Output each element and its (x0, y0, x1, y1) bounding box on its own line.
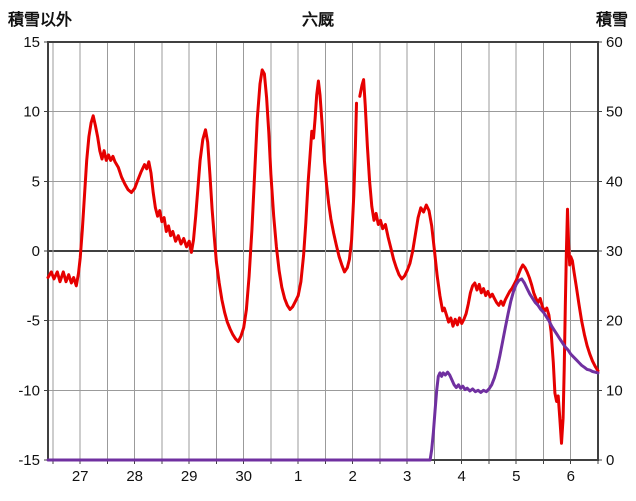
left-axis-tick-label: 15 (23, 34, 40, 51)
left-axis-title: 積雪以外 (8, 12, 73, 29)
x-axis-tick-label: 3 (403, 468, 411, 485)
x-axis-tick-label: 1 (294, 468, 302, 485)
x-axis-tick-label: 2 (349, 468, 357, 485)
x-axis-tick-label: 30 (235, 468, 252, 485)
x-axis-tick-label: 28 (126, 468, 143, 485)
x-axis-tick-label: 27 (72, 468, 89, 485)
x-axis-tick-label: 5 (512, 468, 520, 485)
right-axis-tick-label: 60 (606, 34, 623, 51)
right-axis-tick-label: 10 (606, 382, 623, 399)
right-axis-title: 積雪 (595, 12, 628, 29)
temperature-line (358, 78, 600, 445)
x-axis-tick-label: 29 (181, 468, 198, 485)
right-axis-tick-label: 50 (606, 104, 623, 121)
left-axis-tick-label: -15 (18, 452, 40, 469)
left-axis-tick-label: 5 (32, 173, 40, 190)
left-axis-tick-label: 10 (23, 104, 40, 121)
chart-title: 六厩 (301, 12, 334, 29)
x-axis-tick-label: 6 (567, 468, 575, 485)
right-axis-tick-label: 40 (606, 173, 623, 190)
snow-depth-line (46, 277, 600, 462)
left-axis-tick-label: -5 (27, 313, 40, 330)
left-axis-tick-label: -10 (18, 382, 40, 399)
right-axis-tick-label: 20 (606, 313, 623, 330)
right-axis-tick-label: 0 (606, 452, 614, 469)
x-axis-tick-label: 4 (458, 468, 466, 485)
left-axis-tick-label: 0 (32, 243, 40, 260)
right-axis-tick-label: 30 (606, 243, 623, 260)
temperature-line (46, 68, 358, 344)
